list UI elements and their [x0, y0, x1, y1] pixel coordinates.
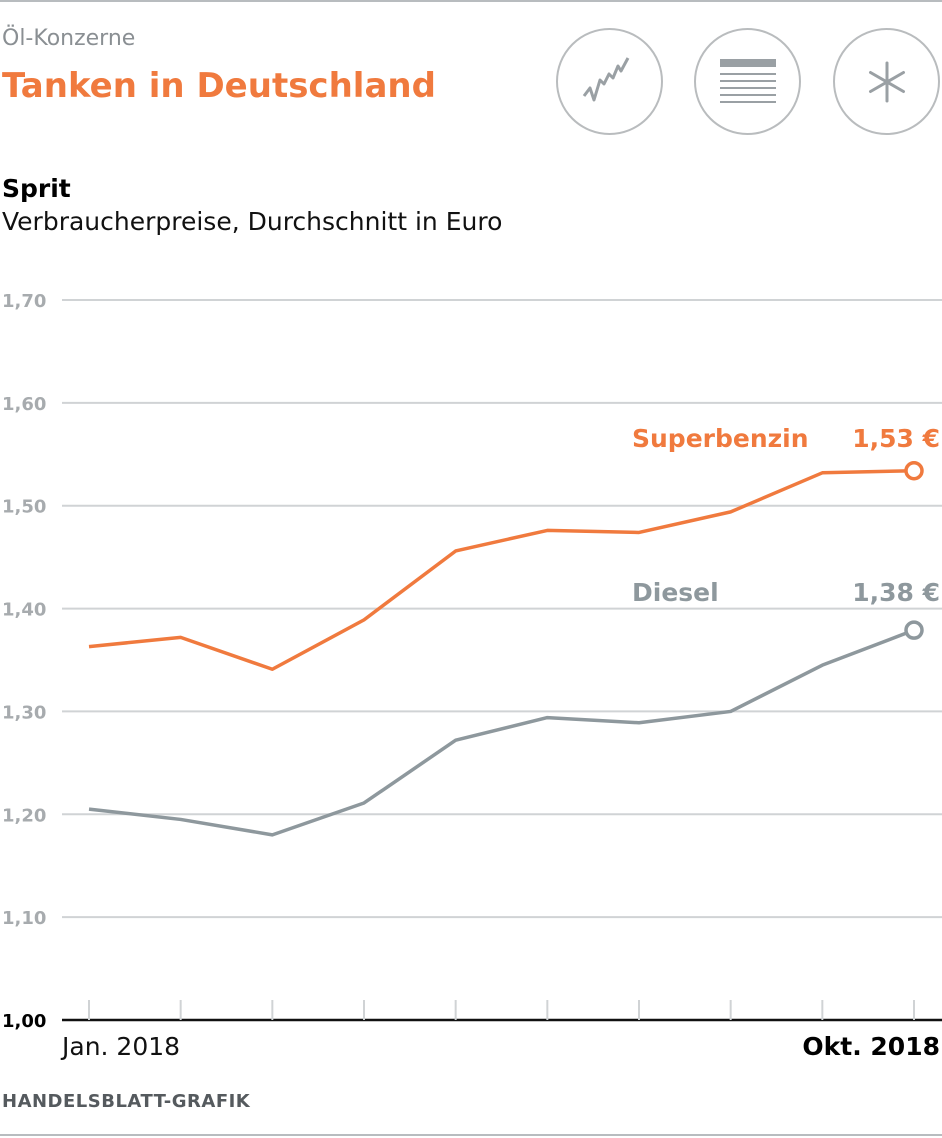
x-label-end: Okt. 2018 — [802, 1032, 940, 1061]
diesel-end-point — [904, 620, 924, 640]
series-label-superbenzin: Superbenzin — [632, 424, 809, 453]
top-rule — [0, 0, 942, 2]
chart-subtitle: Verbraucherpreise, Durchschnitt in Euro — [2, 207, 503, 236]
bottom-rule — [0, 1134, 942, 1136]
y-tick-label: 1,10 — [2, 908, 46, 929]
y-tick-label: 1,60 — [2, 394, 46, 415]
y-tick-label: 1,00 — [2, 1011, 46, 1032]
superbenzin-line — [88, 468, 915, 672]
value-label-superbenzin: 1,53 € — [852, 424, 940, 453]
y-tick-label: 1,40 — [2, 600, 46, 621]
chart-view-button[interactable] — [556, 28, 663, 135]
kicker: Öl-Konzerne — [2, 26, 136, 51]
chart-icon — [582, 56, 629, 101]
table-icon — [719, 58, 776, 103]
source-credit: HANDELSBLATT-GRAFIK — [2, 1091, 251, 1112]
superbenzin-end-point — [904, 460, 924, 481]
y-tick-label: 1,30 — [2, 702, 46, 723]
y-tick-label: 1,70 — [2, 291, 46, 312]
y-tick-label: 1,20 — [2, 805, 46, 826]
headline: Tanken in Deutschland — [2, 66, 436, 106]
series-label-diesel: Diesel — [632, 578, 719, 607]
chart-title: Sprit — [2, 174, 71, 203]
value-label-diesel: 1,38 € — [852, 578, 940, 607]
info-button[interactable] — [833, 28, 940, 135]
x-label-start: Jan. 2018 — [60, 1032, 180, 1061]
y-tick-label: 1,50 — [2, 497, 46, 518]
diesel-line — [88, 628, 915, 837]
table-view-button[interactable] — [694, 28, 801, 135]
asterisk-icon — [868, 61, 905, 102]
